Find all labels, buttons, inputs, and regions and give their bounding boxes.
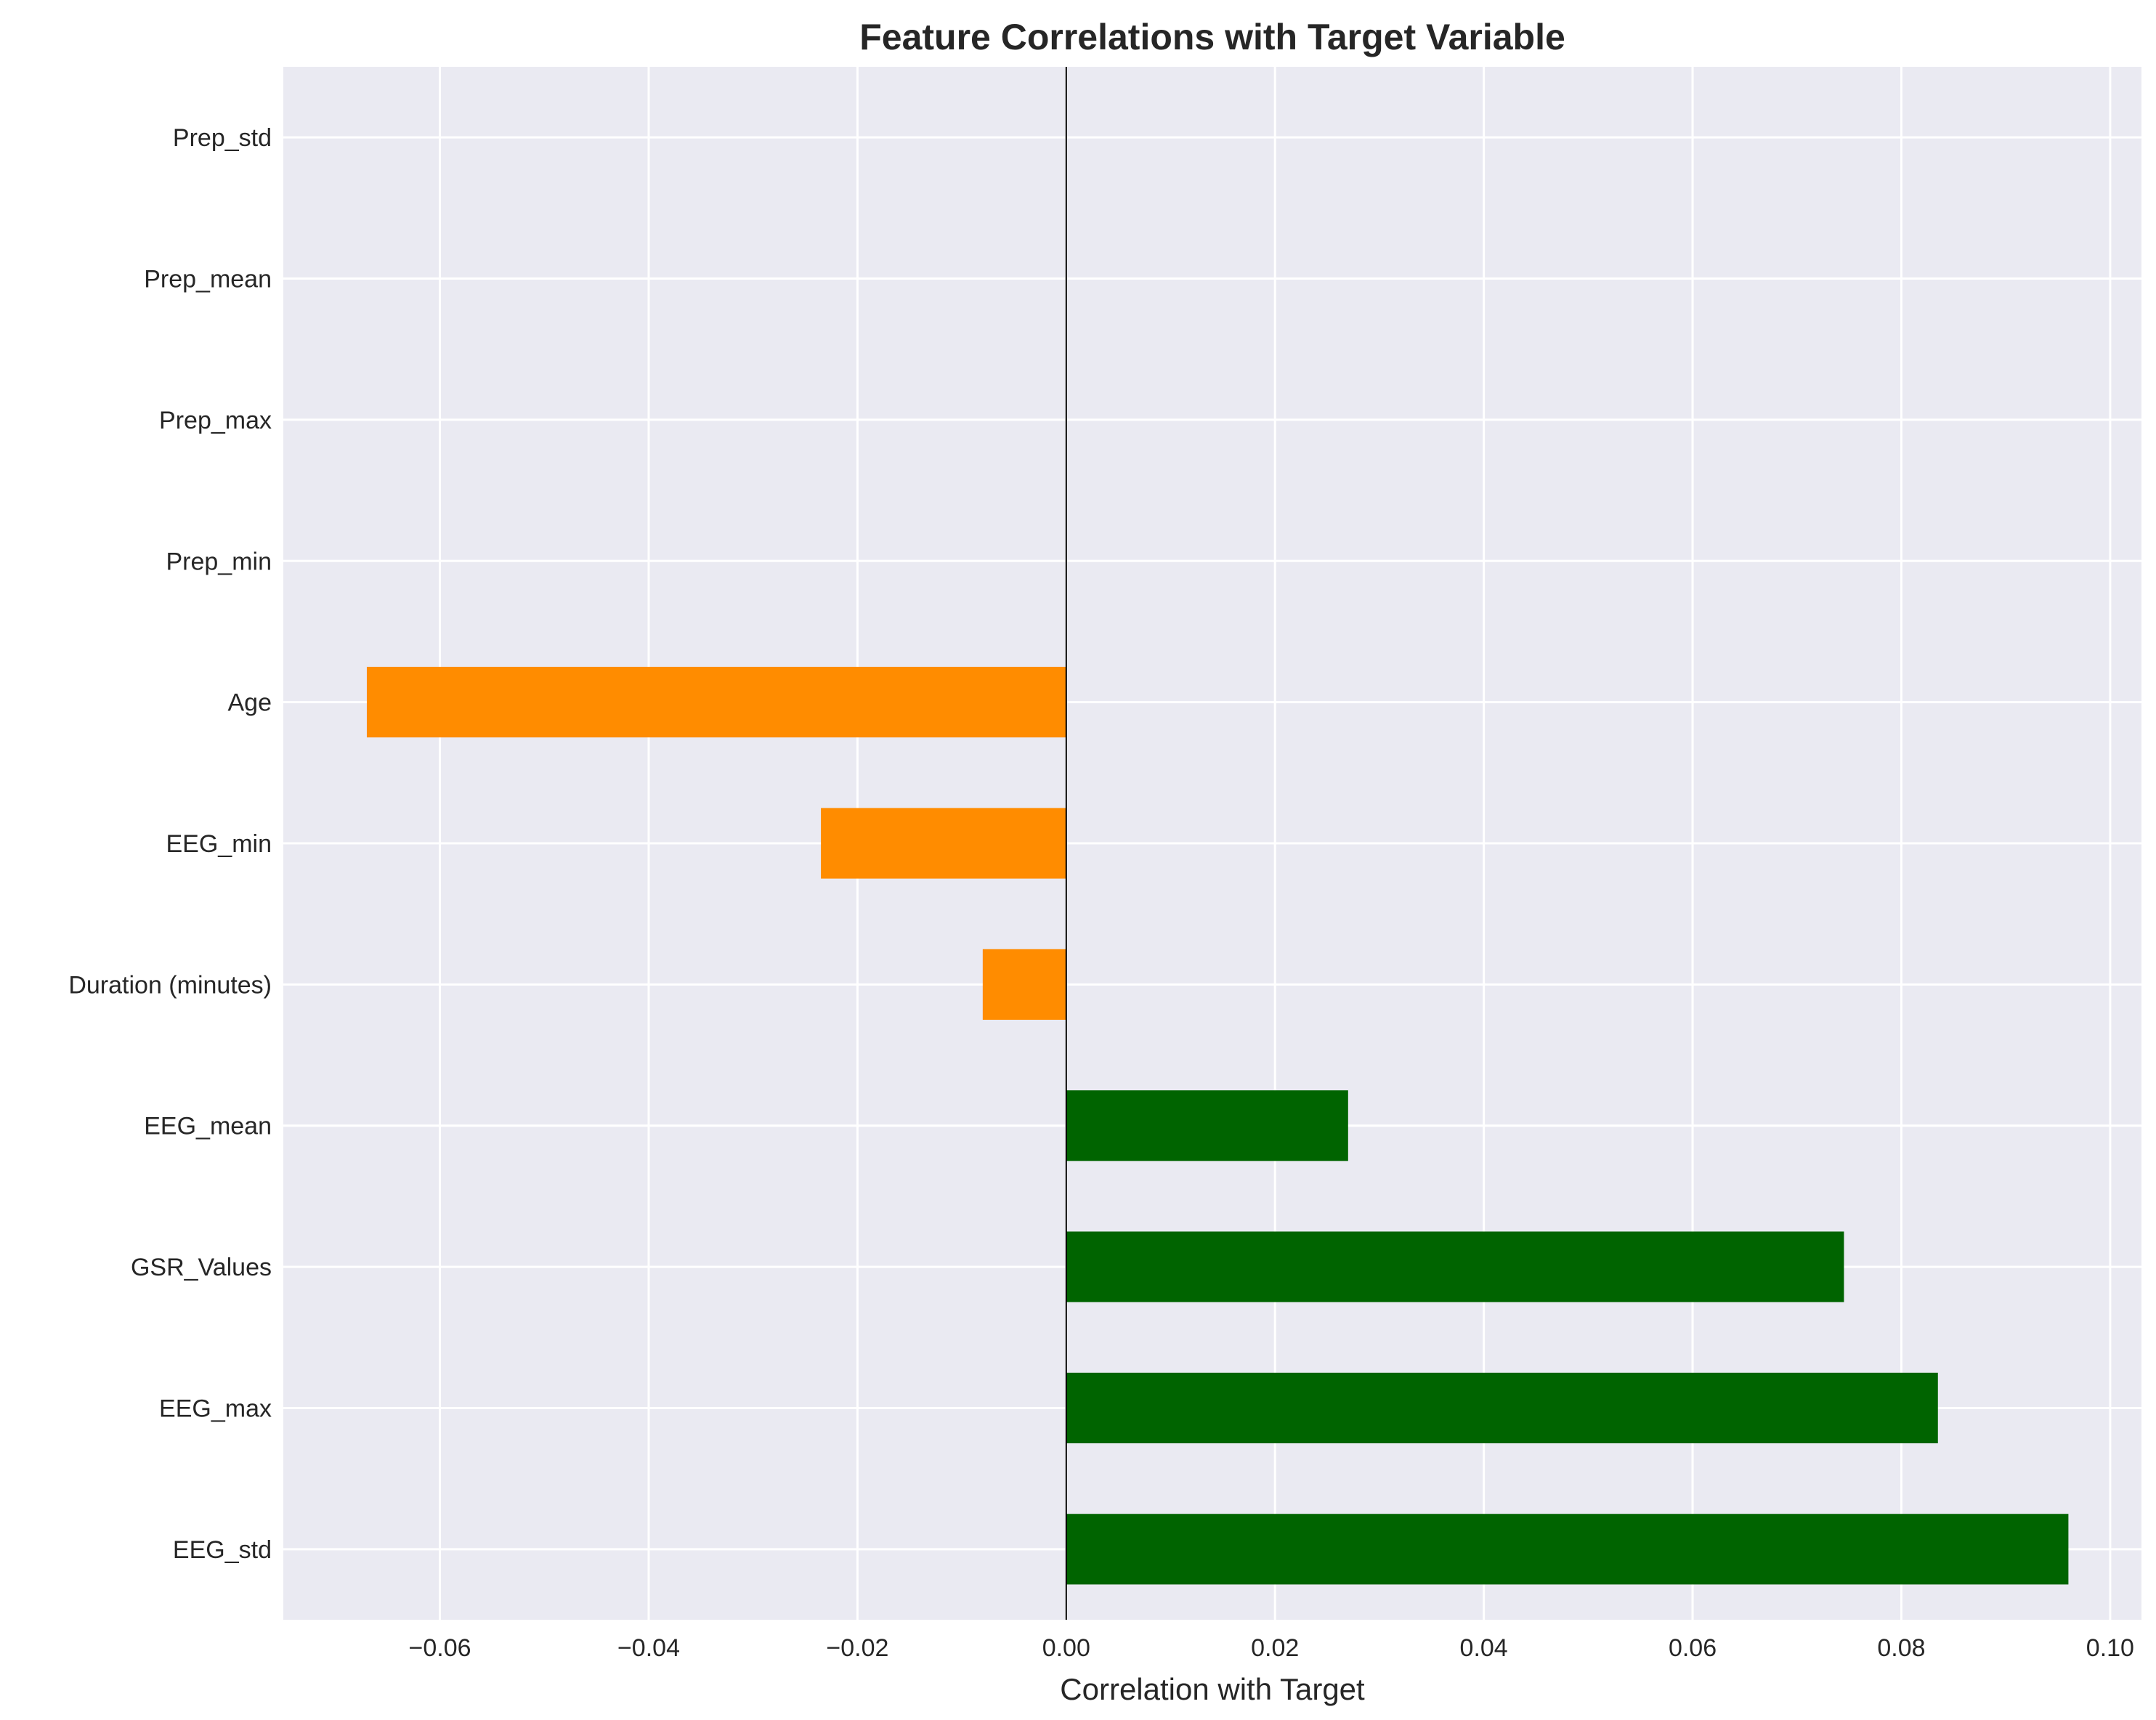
bar (821, 808, 1066, 879)
bar (982, 949, 1066, 1020)
x-tick-label: 0.10 (2086, 1634, 2134, 1662)
y-tick-label: EEG_max (159, 1395, 272, 1422)
x-tick-label: 0.06 (1669, 1634, 1717, 1662)
x-tick-label: −0.06 (409, 1634, 471, 1662)
bar (366, 667, 1066, 738)
y-tick-label: Prep_mean (144, 266, 272, 293)
x-tick-label: 0.02 (1251, 1634, 1299, 1662)
y-tick-label: Prep_min (166, 548, 272, 575)
y-tick-label: EEG_min (166, 830, 272, 858)
y-tick-label: GSR_Values (131, 1254, 272, 1281)
x-tick-label: 0.04 (1460, 1634, 1508, 1662)
bar (1066, 1514, 2069, 1585)
y-tick-label: EEG_mean (144, 1113, 272, 1140)
bars (366, 667, 2069, 1585)
y-tick-label: Duration (minutes) (68, 971, 272, 999)
x-tick-label: −0.04 (617, 1634, 680, 1662)
bar (1066, 1372, 1938, 1444)
y-tick-label: EEG_std (173, 1536, 272, 1564)
bar (1066, 1231, 1844, 1302)
x-tick-labels: −0.06 −0.04 −0.02 0.00 0.02 0.04 0.06 0.08 0.10 (409, 1634, 2134, 1662)
x-axis-label: Correlation with Target (1060, 1672, 1365, 1706)
x-tick-label: 0.08 (1877, 1634, 1925, 1662)
bar (1066, 1090, 1348, 1161)
x-tick-label: 0.00 (1042, 1634, 1090, 1662)
y-tick-label: Prep_max (159, 407, 272, 434)
chart-title: Feature Correlations with Target Variabl… (859, 17, 1565, 57)
y-tick-label: Age (228, 689, 272, 717)
x-tick-label: −0.02 (826, 1634, 888, 1662)
y-tick-label: Prep_std (173, 124, 272, 152)
y-tick-labels: EEG_std EEG_max GSR_Values EEG_mean Duration… (68, 124, 272, 1564)
